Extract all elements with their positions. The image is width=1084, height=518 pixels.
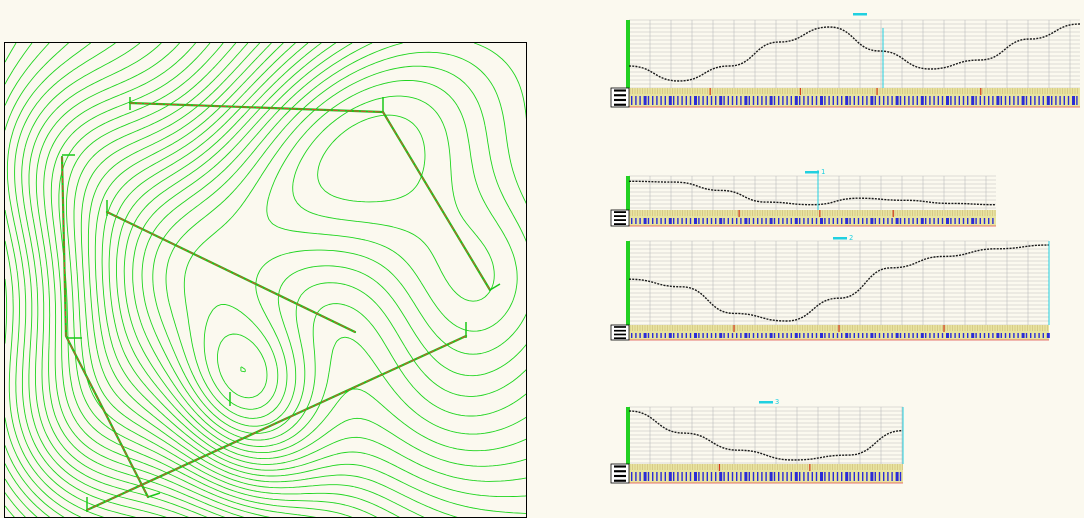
contour-line (73, 43, 400, 517)
contour-line (5, 43, 82, 517)
contour-line (35, 43, 245, 517)
profile-tag: 3 (775, 398, 779, 406)
profile-legend (610, 87, 630, 108)
profile-panel[interactable]: 1 (610, 168, 997, 227)
profile-title-bar (805, 171, 819, 174)
profile-panel[interactable] (610, 13, 1081, 108)
profile-tag: 2 (849, 234, 853, 242)
elevation-scale-bar (626, 176, 630, 210)
contour-lines (5, 43, 526, 517)
profile-legend (610, 209, 630, 227)
profile-panel[interactable]: 2 (610, 234, 1050, 341)
station-band (629, 464, 903, 484)
contour-map (5, 43, 526, 517)
contour-line (116, 43, 526, 467)
elevation-curve (628, 23, 1081, 82)
contour-line (94, 43, 526, 514)
elevation-curve (628, 180, 997, 206)
contour-line (5, 43, 65, 517)
station-tick (147, 492, 161, 498)
contour-line (165, 51, 526, 427)
profile-tag: 1 (821, 168, 825, 176)
contour-line (5, 492, 26, 517)
profile-title-bar (833, 237, 847, 240)
contour-line (5, 463, 51, 517)
profile-grid (628, 406, 903, 464)
contour-line (217, 95, 495, 399)
route-polyline[interactable] (129, 102, 491, 291)
elevation-scale-bar (626, 241, 630, 325)
contour-line (5, 505, 15, 517)
contour-line (132, 43, 526, 447)
station-band (629, 210, 996, 227)
route-polyline[interactable] (61, 156, 149, 498)
elevation-curve (628, 244, 1050, 322)
contour-line (141, 43, 526, 441)
contour-line (5, 43, 137, 517)
contour-line (58, 43, 353, 517)
elevation-scale-bar (626, 20, 630, 88)
contour-map-viewport[interactable] (4, 42, 527, 518)
contour-line (5, 478, 38, 517)
contour-line (28, 43, 226, 517)
route-polyline[interactable] (86, 335, 467, 511)
station-band (629, 88, 1080, 108)
elevation-curve (628, 410, 904, 461)
profile-panel[interactable]: 3 (610, 398, 904, 484)
profile-grid (628, 240, 1050, 326)
contour-line (5, 43, 105, 517)
contour-line (14, 43, 189, 517)
contour-line (152, 43, 526, 434)
contour-line (43, 43, 271, 517)
profile-legend (610, 324, 630, 341)
route-polyline[interactable] (106, 211, 356, 333)
station-tick (489, 283, 501, 291)
contour-line (203, 80, 518, 410)
contour-line (240, 114, 426, 373)
contour-line (108, 43, 526, 482)
contour-line (123, 43, 526, 454)
route-polylines[interactable] (61, 102, 491, 511)
contour-line (66, 43, 378, 517)
contour-line (80, 43, 425, 517)
profile-title-bar (853, 13, 867, 16)
contour-line (183, 65, 526, 419)
elevation-scale-bar (626, 407, 630, 464)
profile-title-bar (759, 401, 773, 404)
station-band (629, 325, 1050, 341)
profile-legend (610, 463, 630, 484)
